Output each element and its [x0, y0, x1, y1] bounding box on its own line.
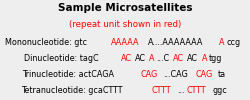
- Text: ccg: ccg: [226, 38, 240, 47]
- Text: ggc: ggc: [212, 86, 227, 95]
- Text: AC: AC: [173, 54, 184, 63]
- Text: A: A: [219, 38, 224, 47]
- Text: ...C: ...C: [156, 54, 169, 63]
- Text: ...: ...: [177, 86, 184, 95]
- Text: Trinucleotide: actCAGA: Trinucleotide: actCAGA: [22, 70, 114, 79]
- Text: Dinucleotide: tagC: Dinucleotide: tagC: [24, 54, 99, 63]
- Text: CTTT: CTTT: [152, 86, 172, 95]
- Text: Tetranucleotide: gcaCTTT: Tetranucleotide: gcaCTTT: [21, 86, 122, 95]
- Text: CAG: CAG: [141, 70, 158, 79]
- Text: AC: AC: [135, 54, 146, 63]
- Text: ta: ta: [218, 70, 226, 79]
- Text: (repeat unit shown in red): (repeat unit shown in red): [69, 20, 181, 29]
- Text: Mononucleotide: gtc: Mononucleotide: gtc: [5, 38, 87, 47]
- Text: CAG: CAG: [195, 70, 212, 79]
- Text: A....AAAAAAA: A....AAAAAAA: [148, 38, 203, 47]
- Text: ...CAG: ...CAG: [163, 70, 188, 79]
- Text: AC: AC: [187, 54, 198, 63]
- Text: A: A: [149, 54, 154, 63]
- Text: CTTT: CTTT: [187, 86, 206, 95]
- Text: tgg: tgg: [209, 54, 222, 63]
- Text: AAAAA: AAAAA: [111, 38, 140, 47]
- Text: A: A: [202, 54, 207, 63]
- Text: AC: AC: [121, 54, 132, 63]
- Text: Sample Microsatellites: Sample Microsatellites: [58, 3, 192, 13]
